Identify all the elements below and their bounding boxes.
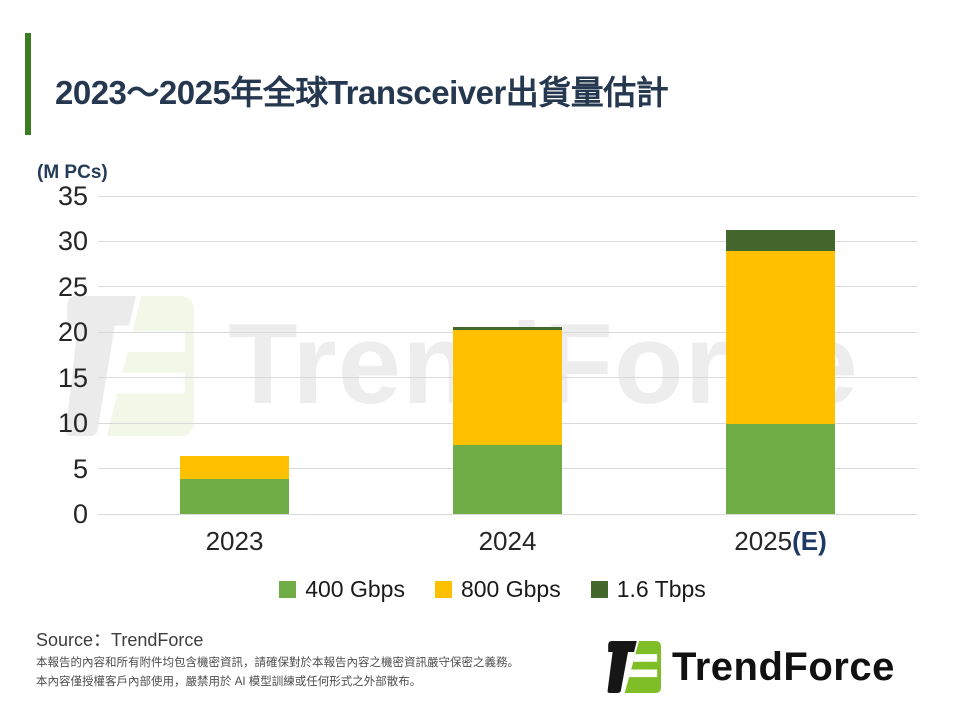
bar-segment-400-gbps	[180, 479, 289, 514]
bar-group-2023	[180, 455, 289, 514]
legend-swatch	[279, 581, 297, 598]
gridline	[98, 240, 917, 242]
y-tick-label: 20	[57, 317, 88, 348]
watermark-trendforce-logo-icon	[65, 296, 194, 436]
y-tick-label: 35	[57, 181, 88, 211]
bar-segment-400-gbps	[453, 444, 562, 514]
y-axis-unit-label: (M PCs)	[37, 162, 108, 183]
bar-group-2024	[453, 326, 562, 514]
source-label: Source：TrendForce	[36, 630, 204, 650]
x-axis-label-year: 2025	[734, 526, 793, 556]
x-axis-labels: 2023 2024 2025(E)	[98, 526, 917, 556]
bar-segment-400-gbps	[726, 424, 835, 514]
legend-label: 1.6 Tbps	[616, 576, 706, 602]
y-tick-label: 10	[57, 408, 88, 439]
trendforce-logo: TrendForce	[606, 641, 895, 693]
bar-segment-1-6-tbps	[453, 326, 562, 331]
y-tick-label: 30	[57, 226, 88, 257]
legend-swatch	[590, 581, 608, 598]
bar-segment-800-gbps	[180, 455, 289, 480]
x-axis-label-2024: 2024	[478, 526, 537, 556]
legend: 400 Gbps 800 Gbps 1.6 Tbps	[83, 576, 902, 603]
trendforce-logo-icon	[607, 641, 661, 693]
trendforce-logo-text: TrendForce	[672, 644, 895, 689]
legend-item-800-gbps: 800 Gbps	[434, 576, 561, 603]
gridline	[98, 513, 917, 515]
y-tick-label: 15	[57, 362, 88, 393]
estimate-suffix: (E)	[792, 526, 827, 556]
legend-label: 800 Gbps	[460, 576, 561, 602]
disclaimer-line: 本報告的內容和所有附件均包含機密資訊，請確保對於本報告內容之機密資訊嚴守保密之義…	[36, 657, 519, 669]
y-axis-labels: 35 30 25 20 15 10 5 0	[20, 182, 88, 528]
x-axis-label-2023: 2023	[205, 526, 264, 556]
y-tick-label: 25	[57, 271, 88, 302]
disclaimer: 本報告的內容和所有附件均包含機密資訊，請確保對於本報告內容之機密資訊嚴守保密之義…	[36, 654, 519, 692]
y-tick-label: 0	[72, 499, 88, 529]
bar-segment-800-gbps	[726, 250, 835, 425]
legend-item-400-gbps: 400 Gbps	[279, 576, 405, 603]
page-title: 2023～2025年全球Transceiver出貨量估計	[55, 74, 669, 111]
bar-segment-1-6-tbps	[726, 229, 835, 251]
disclaimer-line: 本內容僅授權客戶內部使用，嚴禁用於 AI 模型訓練或任何形式之外部散布。	[36, 676, 422, 688]
legend-swatch	[434, 581, 452, 598]
header-accent-bar	[25, 33, 31, 135]
bar-group-2025E	[726, 229, 835, 514]
gridline	[98, 286, 917, 288]
bar-segment-800-gbps	[453, 330, 562, 445]
y-tick-label: 5	[72, 453, 88, 484]
legend-item-1-6-tbps: 1.6 Tbps	[590, 576, 706, 603]
plot-area	[98, 195, 917, 515]
x-axis-label-2025E: 2025(E)	[734, 526, 827, 557]
gridline	[98, 195, 917, 197]
legend-label: 400 Gbps	[305, 576, 405, 602]
